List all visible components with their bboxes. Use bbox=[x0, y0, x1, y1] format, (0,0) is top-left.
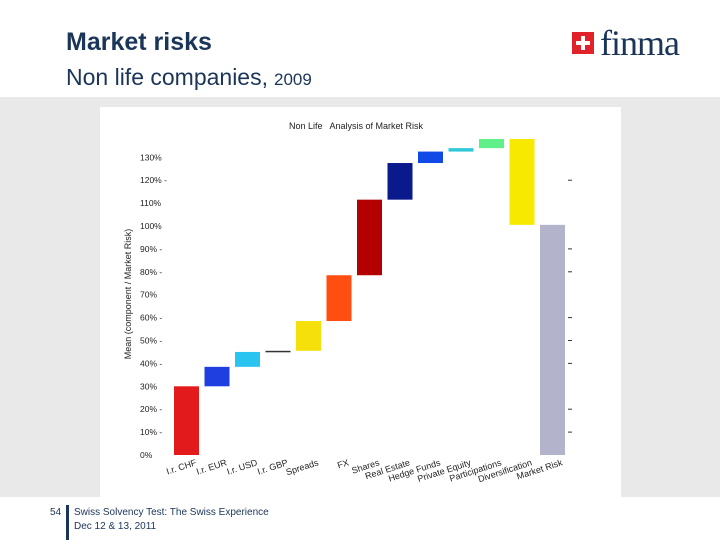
x-tick-label: Spreads bbox=[285, 457, 320, 477]
y-axis-ticks: 0% 10% - 20% - 30% 40% - 50% - 60% - 70% 80% - 90… bbox=[140, 152, 167, 460]
chart-container: Non Life Analysis of Market Risk Mean (c… bbox=[100, 107, 621, 497]
y-tick-label: 80% - bbox=[140, 267, 162, 277]
slide-subtitle: Non life companies, 2009 bbox=[66, 64, 312, 91]
y-tick-label: 110% bbox=[140, 198, 162, 208]
bar-real-estate bbox=[387, 163, 413, 200]
logo-text: finma bbox=[600, 23, 680, 63]
footer-divider bbox=[66, 505, 69, 540]
y-tick-label: 0% bbox=[140, 450, 153, 460]
chart-title: Non Life Analysis of Market Risk bbox=[289, 121, 424, 131]
y-axis-label: Mean (component / Market Risk) bbox=[123, 229, 133, 360]
chart-bars bbox=[174, 138, 565, 455]
bar-i-r-gbp bbox=[265, 350, 291, 353]
x-tick-label: I.r. CHF bbox=[165, 457, 198, 476]
y-tick-label: 100% bbox=[140, 221, 162, 231]
bar-fx bbox=[326, 275, 352, 322]
y-tick-label: 40% - bbox=[140, 358, 162, 368]
x-tick-label: FX bbox=[336, 457, 350, 470]
subtitle-text: Non life companies, bbox=[66, 64, 268, 90]
y-tick-label: 70% bbox=[140, 290, 157, 300]
y-tick-label: 10% - bbox=[140, 427, 162, 437]
bar-hedge-funds bbox=[418, 151, 443, 164]
bar-shares bbox=[357, 199, 382, 276]
y-tick-label: 60% - bbox=[140, 313, 162, 323]
right-axis-ticks bbox=[568, 179, 572, 433]
bar-private-equity bbox=[448, 148, 474, 152]
bar-diversification bbox=[509, 138, 535, 225]
bar-participations bbox=[479, 138, 504, 149]
footer-event-date: Dec 12 & 13, 2011 bbox=[74, 521, 157, 532]
page-number: 54 bbox=[50, 507, 62, 518]
bar-spreads bbox=[296, 321, 321, 351]
y-tick-label: 30% bbox=[140, 381, 157, 391]
x-tick-label: I.r. EUR bbox=[195, 457, 229, 476]
bar-i-r-eur bbox=[204, 366, 230, 387]
bar-i-r-usd bbox=[235, 351, 260, 367]
slide-title: Market risks bbox=[66, 28, 212, 56]
subtitle-year: 2009 bbox=[274, 70, 312, 89]
bar-market-risk bbox=[540, 224, 565, 455]
x-tick-label: I.r. USD bbox=[226, 457, 260, 476]
swiss-cross-icon bbox=[572, 32, 594, 54]
y-tick-label: 20% - bbox=[140, 404, 162, 414]
bar-i-r-chf bbox=[174, 386, 199, 455]
y-tick-label: 130% bbox=[140, 152, 162, 162]
y-tick-label: 50% - bbox=[140, 336, 162, 346]
finma-logo: finma bbox=[572, 23, 696, 63]
y-tick-label: 90% - bbox=[140, 244, 162, 254]
waterfall-chart: Non Life Analysis of Market Risk Mean (c… bbox=[123, 121, 572, 484]
footer-event-title: Swiss Solvency Test: The Swiss Experienc… bbox=[74, 507, 269, 518]
y-tick-label: 120% - bbox=[140, 175, 167, 185]
